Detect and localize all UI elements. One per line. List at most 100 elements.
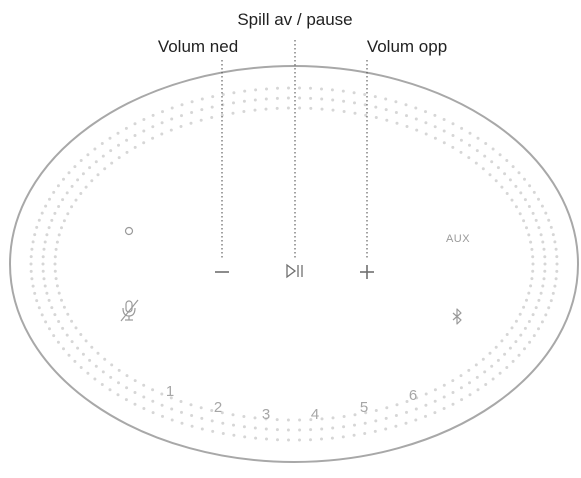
volume-down-callout: Volum ned [158, 37, 238, 56]
grille-dot [539, 291, 543, 295]
grille-dot [117, 156, 121, 160]
grille-dot [384, 427, 388, 431]
grille-dot [523, 326, 527, 330]
grille-dot [481, 357, 485, 361]
grille-dot [298, 438, 301, 442]
grille-dot [498, 371, 502, 375]
grille-dot [433, 399, 437, 403]
grille-dot [79, 333, 83, 336]
preset-button-5[interactable]: 5 [360, 399, 368, 416]
grille-dot [505, 192, 509, 195]
grille-dot [395, 121, 399, 125]
grille-dot [74, 326, 78, 330]
grille-dot [484, 142, 488, 145]
mic-off-button[interactable] [120, 299, 139, 322]
grille-dot [52, 190, 56, 194]
grille-dot [433, 388, 437, 392]
grille-dot [514, 340, 518, 344]
grille-dot [210, 409, 214, 412]
grille-dot [40, 313, 44, 317]
grille-dot [81, 172, 85, 176]
grille-dot [265, 87, 268, 91]
grille-dot [110, 363, 114, 367]
grille-dot [553, 240, 557, 244]
grille-dot [476, 136, 480, 140]
grille-dot [42, 277, 46, 281]
action-button[interactable] [124, 226, 134, 236]
grille-dot [331, 416, 335, 420]
grille-dot [549, 225, 553, 229]
grille-dot [53, 211, 57, 215]
grille-dot [384, 108, 388, 112]
grille-dot [231, 111, 235, 115]
grille-dot [522, 219, 526, 223]
grille-dot [55, 240, 59, 244]
grille-dot [65, 191, 69, 195]
grille-dot [84, 339, 88, 343]
grille-dot [331, 426, 335, 430]
preset-button-6[interactable]: 6 [409, 387, 417, 404]
grille-dot [541, 240, 545, 244]
grille-dot [108, 136, 112, 140]
grille-dot [286, 428, 290, 432]
grille-dot [374, 419, 378, 423]
grille-dot [47, 298, 51, 302]
grille-dot [37, 306, 41, 310]
grille-dot [74, 198, 78, 202]
grille-dot [342, 99, 346, 103]
grille-dot [555, 262, 559, 266]
grille-dot [287, 86, 290, 90]
play-pause-button[interactable] [286, 263, 303, 279]
preset-button-1[interactable]: 1 [166, 383, 174, 400]
grille-dot [76, 178, 80, 182]
bluetooth-button[interactable] [452, 308, 462, 325]
grille-dot [117, 368, 121, 372]
preset-button-4[interactable]: 4 [311, 406, 319, 423]
grille-dot [451, 391, 455, 394]
aux-button[interactable]: AUX [446, 233, 470, 245]
grille-dot [500, 339, 504, 343]
grille-dot [93, 147, 97, 151]
preset-button-2[interactable]: 2 [214, 399, 222, 416]
grille-dot [125, 138, 129, 142]
volume-up-button[interactable] [360, 265, 374, 279]
grille-dot [286, 418, 290, 422]
grille-dot [320, 97, 324, 101]
grille-dot [189, 121, 193, 125]
grille-dot [70, 184, 74, 188]
grille-dot [474, 363, 478, 367]
grille-dot [53, 255, 57, 259]
grille-dot [70, 319, 74, 323]
grille-dot [170, 117, 174, 121]
grille-dot [433, 113, 437, 117]
grille-dot [510, 198, 514, 202]
preset-button-3[interactable]: 3 [262, 406, 270, 423]
grille-dot [518, 212, 522, 216]
grille-dot [42, 247, 46, 251]
grille-dot [555, 255, 559, 259]
grille-dot [275, 106, 279, 110]
grille-dot [179, 125, 183, 128]
grille-dot [320, 427, 324, 431]
grille-dot [537, 226, 541, 230]
grille-dot [309, 106, 313, 110]
grille-dot [528, 340, 532, 344]
grille-dot [57, 233, 61, 237]
grille-dot [523, 177, 526, 181]
grille-dot [47, 226, 51, 230]
grille-dot [503, 352, 507, 356]
grille-dot [264, 417, 268, 421]
grille-dot [442, 383, 446, 387]
grille-dot [523, 198, 527, 202]
grille-dot [424, 121, 428, 125]
grille-dot [79, 366, 83, 369]
grille-dot [527, 291, 531, 295]
action-icon [124, 226, 134, 236]
grille-dot [30, 247, 34, 251]
grille-dot [45, 233, 49, 237]
grille-dot [44, 320, 48, 324]
grille-dot [287, 438, 290, 442]
speaker-outline [9, 65, 579, 463]
grille-dot [309, 428, 313, 432]
